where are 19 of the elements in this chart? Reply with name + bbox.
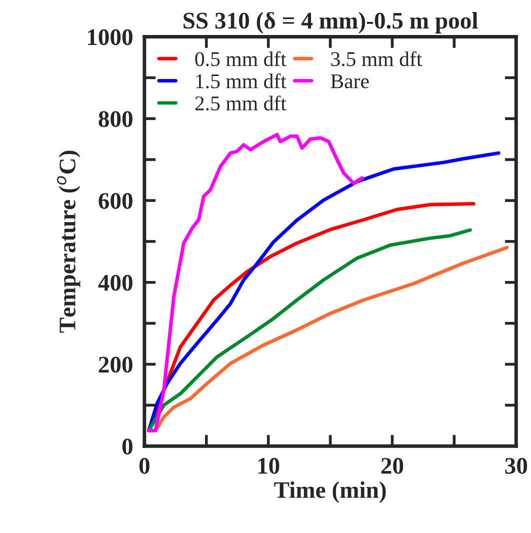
legend-label: Bare <box>330 74 369 88</box>
legend-label: 0.5 mm dft <box>195 51 286 66</box>
legend-label: 3.5 mm dft <box>331 51 422 66</box>
y-tick-label: 200 <box>98 356 132 373</box>
x-tick-label: 30 <box>505 458 528 474</box>
legend-label: 2.5 mm dft <box>195 96 286 111</box>
chart-title: SS 310 (δ = 4 mm)-0.5 m pool <box>184 12 478 34</box>
x-tick-label: 0 <box>139 458 150 474</box>
y-tick-label: 800 <box>98 111 132 128</box>
x-tick-label: 10 <box>258 458 280 474</box>
y-tick-label: 0 <box>122 438 132 455</box>
x-axis-title: Time (min) <box>274 481 386 503</box>
y-tick-label: 600 <box>98 193 132 209</box>
y-tick-label: 1000 <box>88 29 132 46</box>
legend-label: 1.5 mm dft <box>196 73 286 88</box>
y-axis-title: Temperature ($^{o}$C) <box>56 150 80 333</box>
line-series <box>147 132 364 432</box>
x-tick-label: 20 <box>381 458 404 474</box>
y-tick-label: 400 <box>98 274 132 291</box>
